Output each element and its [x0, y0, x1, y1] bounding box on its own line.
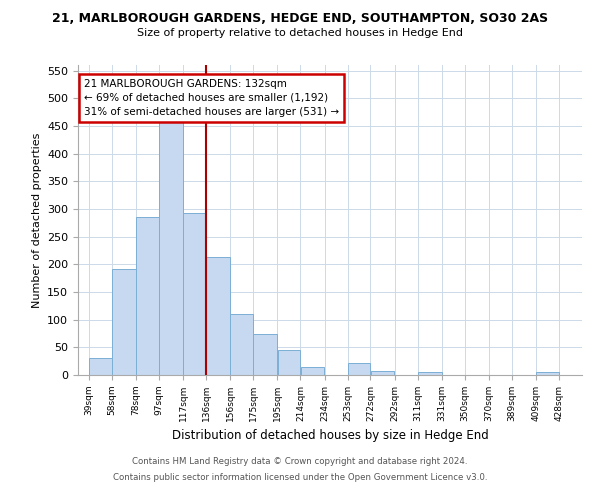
Bar: [230, 314, 253, 375]
Bar: [278, 350, 300, 375]
Bar: [348, 363, 370, 375]
Bar: [536, 372, 559, 375]
Text: Contains HM Land Registry data © Crown copyright and database right 2024.: Contains HM Land Registry data © Crown c…: [132, 458, 468, 466]
Bar: [206, 257, 230, 375]
Y-axis label: Number of detached properties: Number of detached properties: [32, 132, 41, 308]
Text: Contains public sector information licensed under the Open Government Licence v3: Contains public sector information licen…: [113, 472, 487, 482]
Bar: [253, 334, 277, 375]
X-axis label: Distribution of detached houses by size in Hedge End: Distribution of detached houses by size …: [172, 430, 488, 442]
Bar: [136, 217, 159, 375]
Text: 21 MARLBOROUGH GARDENS: 132sqm
← 69% of detached houses are smaller (1,192)
31% : 21 MARLBOROUGH GARDENS: 132sqm ← 69% of …: [84, 79, 339, 117]
Text: Size of property relative to detached houses in Hedge End: Size of property relative to detached ho…: [137, 28, 463, 38]
Bar: [301, 367, 325, 375]
Bar: [418, 372, 442, 375]
Text: 21, MARLBOROUGH GARDENS, HEDGE END, SOUTHAMPTON, SO30 2AS: 21, MARLBOROUGH GARDENS, HEDGE END, SOUT…: [52, 12, 548, 26]
Bar: [371, 370, 394, 375]
Bar: [112, 268, 136, 375]
Bar: [184, 214, 206, 375]
Bar: [159, 122, 183, 375]
Bar: [89, 358, 112, 375]
